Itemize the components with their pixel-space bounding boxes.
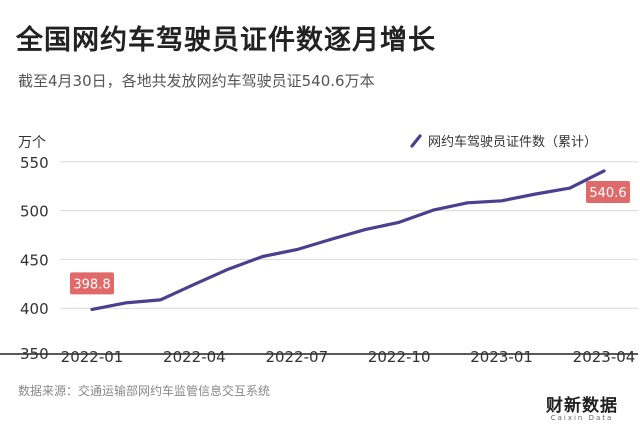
data-point <box>124 301 128 305</box>
data-point <box>193 282 196 286</box>
x-tick-label: 2023-04 <box>573 348 636 366</box>
brand-subname: Caixin Data <box>550 414 614 422</box>
data-point <box>500 199 503 203</box>
annotation-label: 540.6 <box>589 186 626 201</box>
line-chart: 350 400 450 500 550 2022-01 2022-04 2022-07 2022… <box>0 134 638 366</box>
x-tick-label: 2022-10 <box>368 348 431 366</box>
annotation-box <box>586 180 630 203</box>
data-point <box>363 228 367 232</box>
series-line <box>90 169 606 311</box>
data-point <box>158 298 162 302</box>
data-point <box>602 169 606 173</box>
chart-title: 全国网约车驾驶员证件数逐月增长 <box>16 25 436 56</box>
data-point <box>295 248 299 252</box>
y-tick-label: 350 <box>20 345 49 363</box>
y-tick-label: 400 <box>20 300 49 318</box>
x-tick-label: 2022-07 <box>265 348 328 366</box>
data-point <box>466 201 469 205</box>
legend-swatch <box>410 134 422 148</box>
x-tick-label: 2022-01 <box>61 348 124 366</box>
data-point <box>227 267 230 271</box>
legend-label: 网约车驾驶员证件数（累计） <box>428 134 597 150</box>
data-point <box>329 237 333 241</box>
y-tick-label: 500 <box>20 203 49 221</box>
y-tick-label: 550 <box>20 154 49 172</box>
data-point <box>534 192 538 196</box>
data-point <box>568 186 572 190</box>
data-point <box>431 208 435 212</box>
chart-subtitle: 截至4月30日，各地共发放网约车驾驶员证540.6万本 <box>18 72 375 90</box>
data-point <box>90 307 94 311</box>
data-source: 数据来源：交通运输部网约车监管信息交互系统 <box>18 384 271 398</box>
x-tick-label: 2022-04 <box>163 348 226 366</box>
annotation-box <box>70 272 114 295</box>
brand-logo: 财新数据 Caixin Data <box>546 391 618 422</box>
y-tick-label: 450 <box>20 251 49 269</box>
y-axis-unit: 万个 <box>18 135 46 151</box>
annotation-label: 398.8 <box>73 277 110 292</box>
brand-name: 财新数据 <box>546 396 618 416</box>
data-point <box>261 255 265 258</box>
data-point <box>397 220 401 224</box>
x-tick-label: 2023-01 <box>470 348 533 366</box>
